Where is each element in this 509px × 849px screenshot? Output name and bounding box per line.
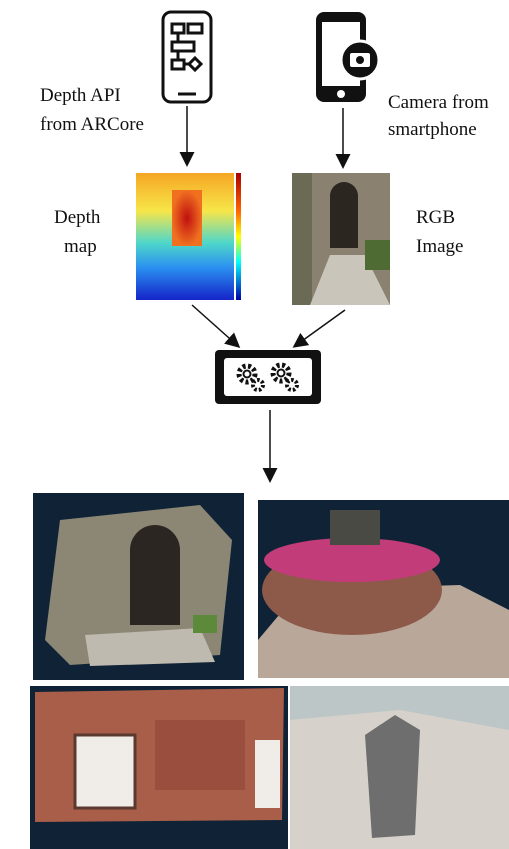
- label: Depth API: [40, 85, 121, 106]
- result-flowers: [258, 500, 509, 678]
- depth-map-image: [136, 173, 241, 300]
- arrows: [179, 106, 351, 483]
- rgb-image: [292, 173, 390, 305]
- result-door: [33, 493, 244, 680]
- label: Camera from: [388, 92, 489, 113]
- label: map: [64, 236, 97, 257]
- result-wall: [30, 686, 288, 849]
- label: smartphone: [388, 119, 477, 140]
- processing-icon: [215, 350, 321, 404]
- label: RGB: [416, 207, 455, 228]
- depth-api-icon: [161, 10, 213, 104]
- result-object: [290, 686, 509, 849]
- label: Image: [416, 236, 463, 257]
- label: from ARCore: [40, 114, 144, 135]
- camera-icon: [316, 12, 381, 102]
- label: Depth: [54, 207, 101, 228]
